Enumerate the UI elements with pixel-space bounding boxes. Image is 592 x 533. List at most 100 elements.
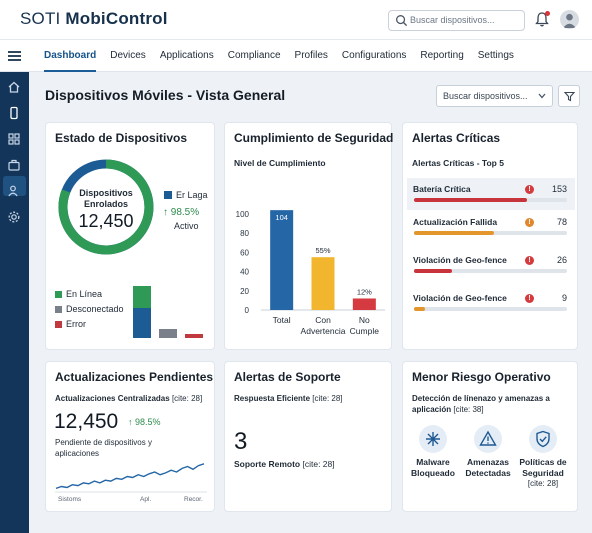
compliance-bar (270, 210, 294, 310)
y-tick-label: 0 (245, 306, 250, 315)
device-status-title: Estado de Dispositivos (55, 131, 188, 145)
remote-support-label: Soporte Remoto [cite: 28] (234, 459, 335, 469)
alert-severity-icon: ! (525, 294, 534, 303)
filter-button[interactable] (558, 85, 580, 107)
menu-icon[interactable] (8, 51, 21, 61)
tab-reporting[interactable]: Reporting (420, 50, 464, 61)
alert-progress-fill (414, 269, 452, 273)
critical-alerts-card: Alertas Críticas Alertas Críticas - Top … (402, 122, 578, 350)
global-search-input[interactable]: Buscar dispositivos... (388, 10, 525, 31)
tab-dashboard[interactable]: Dashboard (44, 40, 97, 72)
legend-label-error: Error (66, 319, 86, 329)
users-icon[interactable] (7, 184, 21, 198)
tab-profiles[interactable]: Profiles (294, 50, 328, 61)
alert-progress-track (414, 269, 567, 273)
risk-item-3-line1: Políticas de (519, 457, 567, 467)
pending-updates-card: Actualizaciones Pendientes Actualizacion… (45, 361, 215, 512)
support-alerts-subtitle: Respuesta Eficiente [cite: 28] (234, 394, 343, 403)
pending-updates-sparkline (55, 463, 207, 493)
risk-item-2-line1: Amenazas (466, 457, 510, 467)
pending-updates-count: 12,450 (54, 410, 119, 433)
legend-label-enrolled: Er Laga (176, 190, 208, 200)
user-avatar-icon (563, 13, 576, 28)
malware-blocked-icon (419, 425, 447, 453)
apps-grid-icon[interactable] (7, 132, 21, 146)
user-avatar[interactable] (560, 10, 579, 29)
legend-swatch-offline (55, 306, 62, 313)
alert-progress-fill (414, 198, 527, 202)
brand-logo[interactable]: SOTI MobiControl (20, 9, 168, 28)
sparkline-axis-label-1: Sistoms (58, 496, 82, 503)
critical-alerts-title: Alertas Críticas (412, 131, 501, 145)
tab-compliance[interactable]: Compliance (227, 50, 281, 61)
bar-data-label: 104 (275, 213, 288, 222)
notifications-bell-icon[interactable] (534, 11, 550, 28)
nav-tabs: Dashboard Devices Applications Complianc… (44, 40, 528, 72)
notification-badge (545, 11, 550, 16)
enrolled-donut-chart (58, 159, 154, 255)
alert-label[interactable]: Actualización Fallida (413, 217, 498, 227)
operational-risk-card: Menor Riesgo Operativo Detección de líne… (402, 361, 578, 512)
risk-item-1-line2: Bloqueado (411, 468, 455, 478)
search-icon (396, 15, 408, 27)
sidebar (0, 72, 29, 533)
operational-risk-title: Menor Riesgo Operativo (412, 370, 551, 384)
alert-progress-track (414, 307, 567, 311)
top-bar: SOTI MobiControl Buscar dispositivos... (0, 0, 592, 40)
alert-severity-icon: ! (525, 218, 534, 227)
support-alerts-count: 3 (234, 428, 248, 455)
alert-label[interactable]: Batería Crítica (413, 184, 471, 194)
x-category-label: Total (273, 315, 291, 325)
status-bar-offline (159, 329, 177, 338)
alert-count: 9 (561, 293, 567, 303)
x-category-label: Cumple (350, 326, 380, 336)
enrolled-count: 12,450 (78, 211, 134, 231)
device-status-card: Estado de Dispositivos Dispositivos Enro… (45, 122, 215, 350)
alert-severity-icon: ! (525, 256, 534, 265)
donut-label-line2: Enrolados (83, 199, 128, 209)
risk-item-3-cite: [cite: 28] (527, 479, 559, 488)
settings-icon[interactable] (7, 210, 21, 224)
alert-label[interactable]: Violación de Geo-fence (413, 293, 507, 303)
x-category-label: Con (315, 315, 331, 325)
status-bar-enrolled (133, 308, 151, 338)
home-icon[interactable] (7, 80, 21, 94)
tab-applications[interactable]: Applications (159, 50, 214, 61)
status-bar-error (185, 334, 203, 338)
legend-swatch-online (55, 291, 62, 298)
risk-item-3-line2: Seguridad (522, 468, 564, 478)
legend-label-online: En Línea (66, 289, 103, 299)
sparkline-series-line (55, 463, 205, 490)
compliance-bar (311, 257, 335, 310)
alert-count: 26 (556, 255, 567, 265)
shield-check-icon (529, 425, 557, 453)
sparkline-axis-label-3: Recor. (184, 496, 203, 503)
y-tick-label: 40 (240, 268, 249, 277)
pending-updates-title: Actualizaciones Pendientes (55, 370, 214, 384)
mobile-device-icon[interactable] (7, 106, 21, 120)
y-tick-label: 80 (240, 229, 249, 238)
tab-settings[interactable]: Settings (477, 50, 514, 61)
tab-configurations[interactable]: Configurations (341, 50, 407, 61)
alert-progress-fill (414, 307, 425, 311)
risk-item-2-line2: Detectadas (465, 468, 511, 478)
y-tick-label: 20 (240, 287, 249, 296)
compliance-chart-subtitle: Nivel de Cumplimiento (234, 158, 326, 168)
briefcase-icon[interactable] (7, 158, 21, 172)
tab-devices[interactable]: Devices (110, 50, 146, 61)
device-filter-placeholder: Buscar dispositivos... (443, 91, 528, 101)
page-title: Dispositivos Móviles - Vista General (45, 87, 286, 103)
pending-updates-desc-line2: aplicaciones (55, 449, 100, 458)
alert-count: 78 (556, 217, 567, 227)
compliance-bar (352, 298, 376, 310)
alert-progress-fill (414, 231, 494, 235)
donut-label-line1: Dispositivos (79, 188, 133, 198)
pending-updates-subtitle: Actualizaciones Centralizadas [cite: 28] (55, 394, 203, 403)
x-category-label: Advertencia (301, 326, 346, 336)
device-filter-select[interactable]: Buscar dispositivos... (436, 85, 553, 107)
legend-swatch-enrolled (164, 191, 172, 199)
x-category-label: No (359, 315, 370, 325)
alert-label[interactable]: Violación de Geo-fence (413, 255, 507, 265)
sidebar-selected-indicator (3, 176, 26, 196)
